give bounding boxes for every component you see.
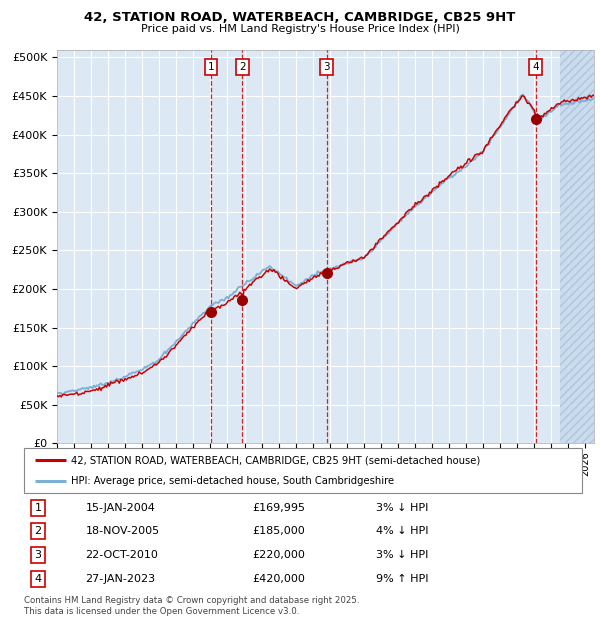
Text: £185,000: £185,000 [253,526,305,536]
Text: 27-JAN-2023: 27-JAN-2023 [85,574,155,585]
Text: Price paid vs. HM Land Registry's House Price Index (HPI): Price paid vs. HM Land Registry's House … [140,24,460,33]
Text: 2: 2 [34,526,41,536]
Bar [560,50,594,443]
Text: 42, STATION ROAD, WATERBEACH, CAMBRIDGE, CB25 9HT (semi-detached house): 42, STATION ROAD, WATERBEACH, CAMBRIDGE,… [71,455,481,466]
Text: 4% ↓ HPI: 4% ↓ HPI [376,526,428,536]
Text: £169,995: £169,995 [253,503,306,513]
Text: 18-NOV-2005: 18-NOV-2005 [85,526,160,536]
Text: 1: 1 [34,503,41,513]
Text: £420,000: £420,000 [253,574,305,585]
Text: 9% ↑ HPI: 9% ↑ HPI [376,574,428,585]
Text: 3: 3 [323,63,330,73]
Text: 3% ↓ HPI: 3% ↓ HPI [376,550,428,560]
FancyBboxPatch shape [24,448,582,493]
Text: 42, STATION ROAD, WATERBEACH, CAMBRIDGE, CB25 9HT: 42, STATION ROAD, WATERBEACH, CAMBRIDGE,… [85,11,515,24]
Text: 4: 4 [532,63,539,73]
Text: HPI: Average price, semi-detached house, South Cambridgeshire: HPI: Average price, semi-detached house,… [71,476,395,486]
Text: 3: 3 [34,550,41,560]
Text: 15-JAN-2004: 15-JAN-2004 [85,503,155,513]
Text: 2: 2 [239,63,246,73]
Text: 1: 1 [208,63,214,73]
Text: 3% ↓ HPI: 3% ↓ HPI [376,503,428,513]
Text: Contains HM Land Registry data © Crown copyright and database right 2025.
This d: Contains HM Land Registry data © Crown c… [24,596,359,616]
Text: £220,000: £220,000 [253,550,305,560]
Text: 4: 4 [34,574,41,585]
Text: 22-OCT-2010: 22-OCT-2010 [85,550,158,560]
